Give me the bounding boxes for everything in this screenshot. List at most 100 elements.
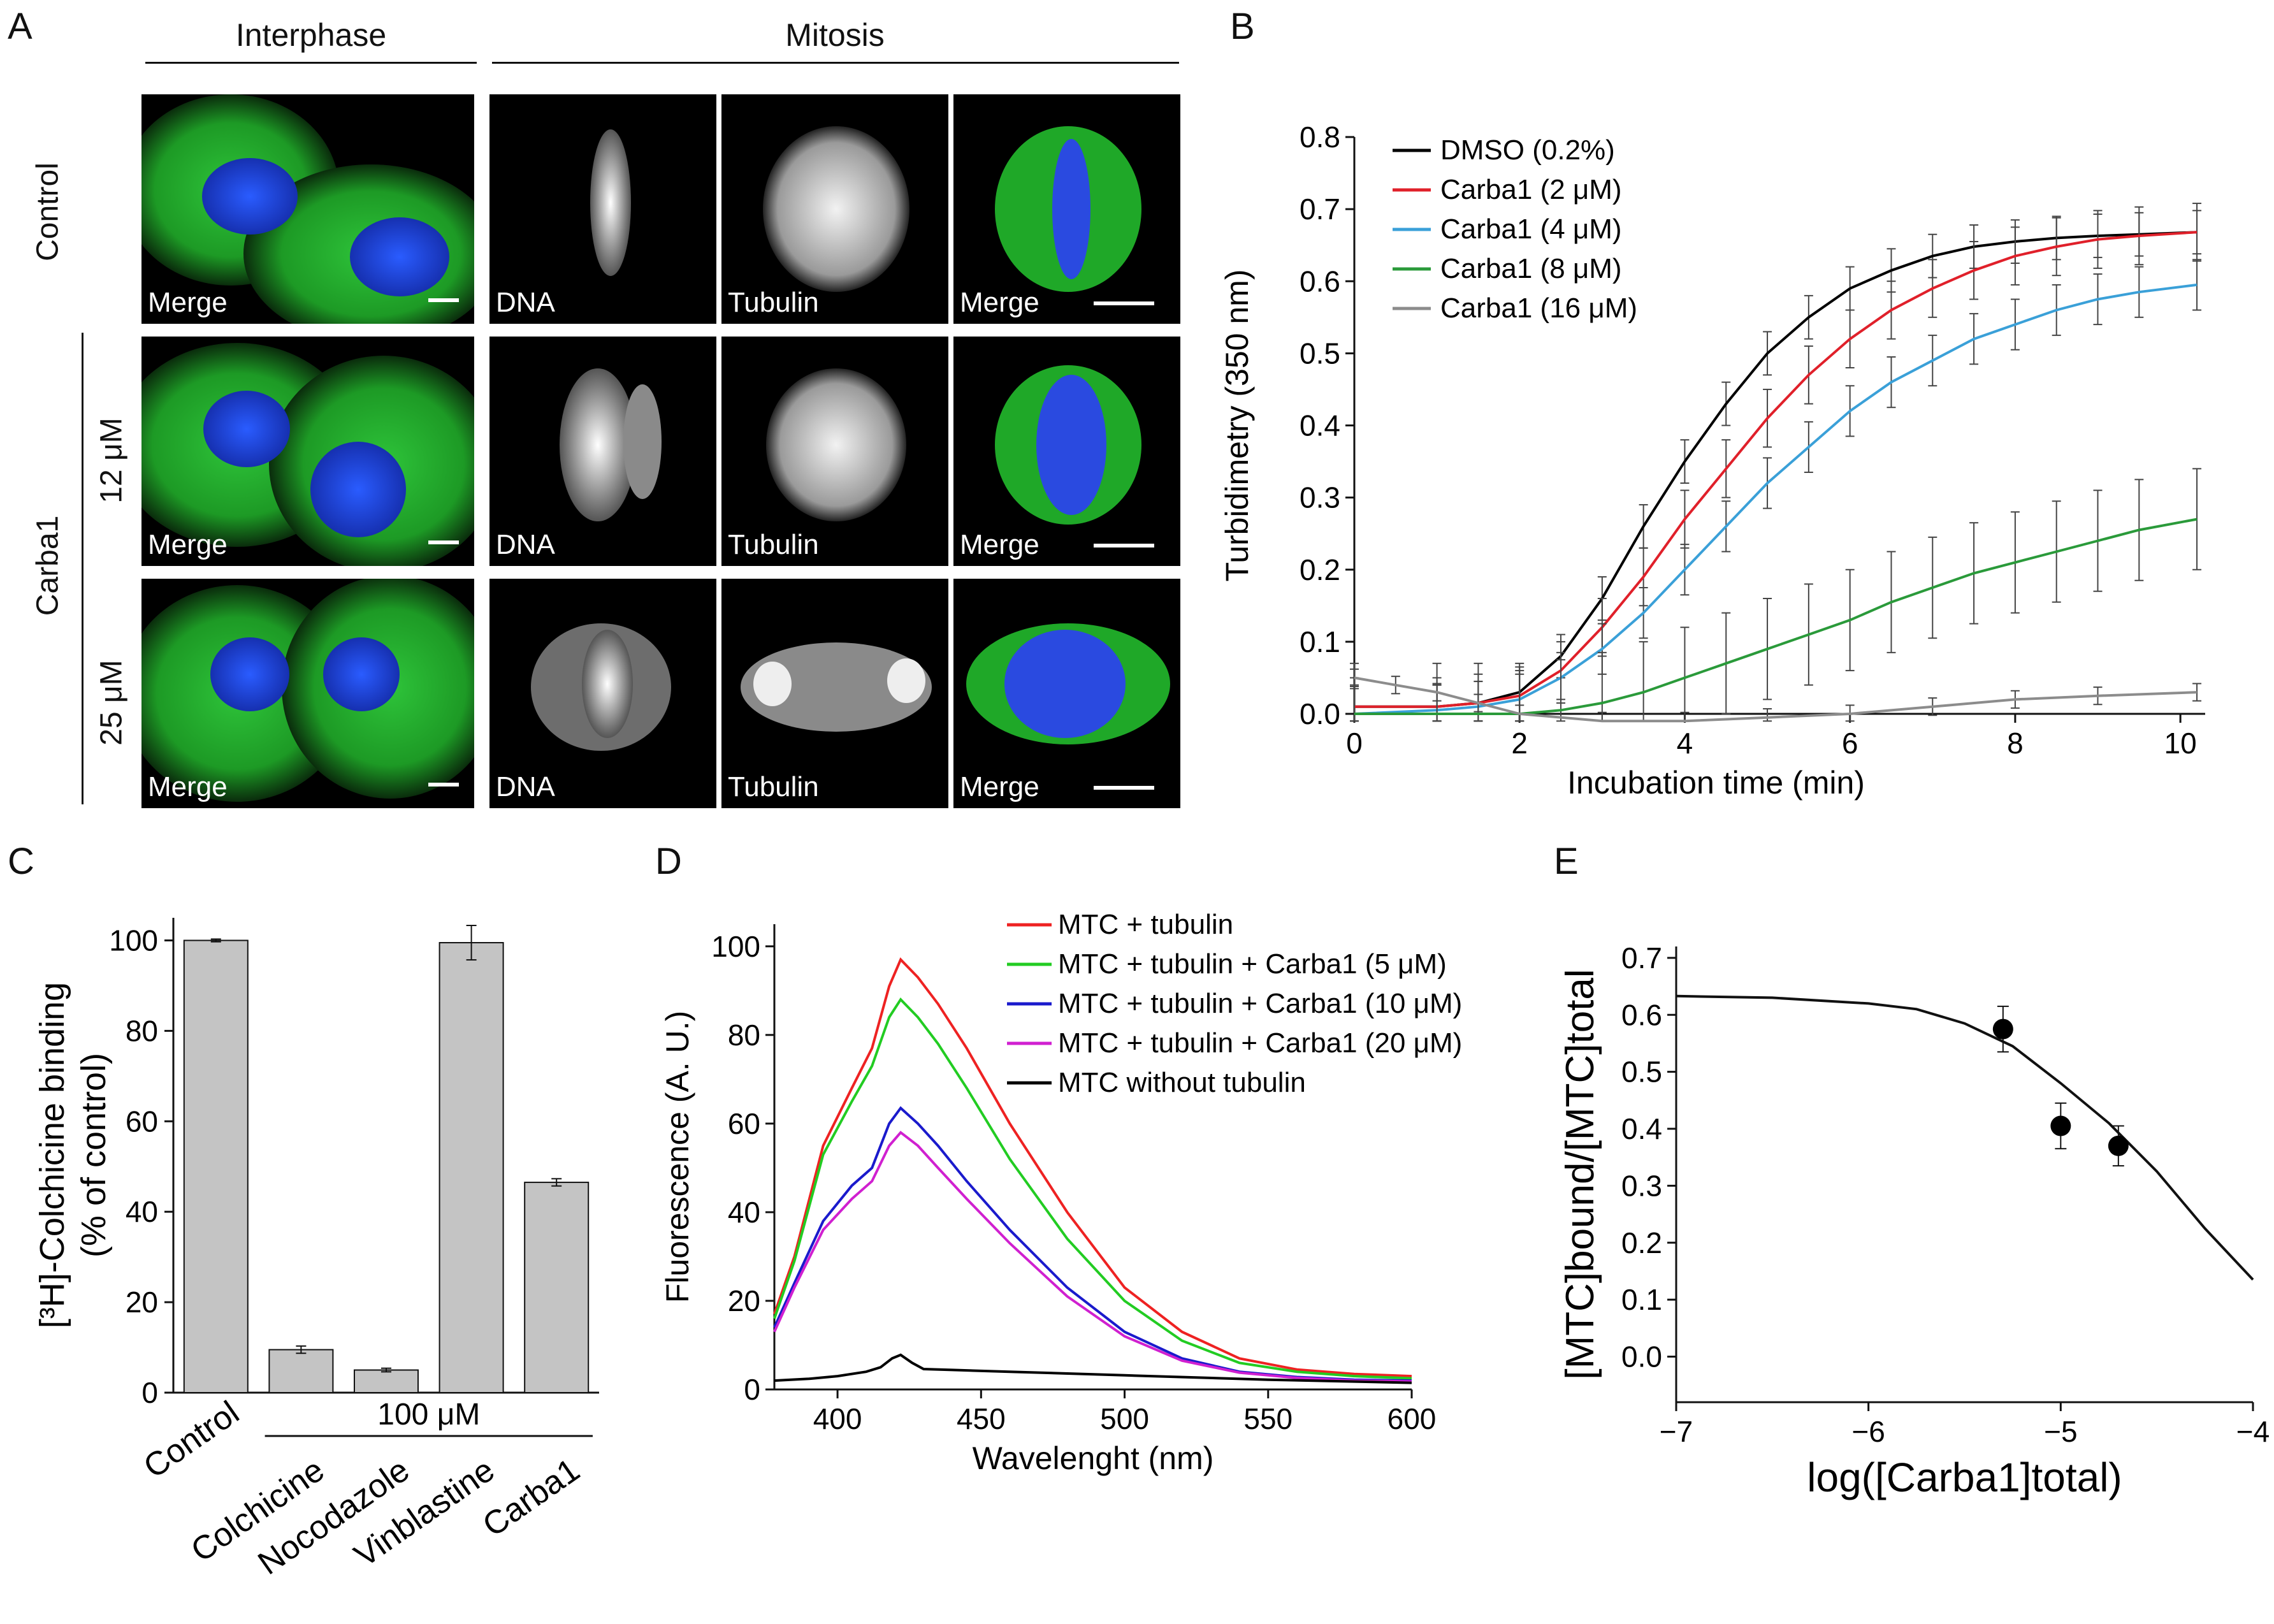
series-line-3 xyxy=(773,1131,1412,1383)
y-tick-label: 0.0 xyxy=(1300,697,1340,730)
y-tick-label: 80 xyxy=(728,1019,760,1052)
scale-bar xyxy=(428,540,459,544)
y-tick-label: 0.7 xyxy=(1621,941,1662,975)
interphase-rule xyxy=(145,62,477,64)
series-line-4 xyxy=(774,1353,1412,1384)
y-axis-label-line2: (% of control) xyxy=(75,1053,113,1258)
micro-control-tubulin: Tubulin xyxy=(721,94,948,324)
micro-image xyxy=(995,126,1141,292)
y-tick-label: 0.1 xyxy=(1621,1283,1662,1316)
micro-control-interphase: Merge xyxy=(141,94,474,324)
micro-25um-tubulin: Tubulin xyxy=(721,579,948,808)
micro-control-merge: Merge xyxy=(953,94,1180,324)
dna-label: DNA xyxy=(496,287,555,318)
dna-label: DNA xyxy=(496,771,555,802)
carba1-group-bracket xyxy=(82,333,83,804)
legend-label: Carba1 (2 μM) xyxy=(1440,174,1622,205)
y-tick-label: 20 xyxy=(728,1284,760,1317)
y-tick-label: 0.6 xyxy=(1300,265,1340,298)
x-tick-label: −7 xyxy=(1660,1415,1693,1448)
x-tick-label: 550 xyxy=(1243,1402,1293,1435)
series-line-1 xyxy=(773,997,1412,1380)
carba1-group-label: Carba1 xyxy=(31,515,65,616)
y-tick-label: 60 xyxy=(126,1105,158,1138)
x-tick-label: 400 xyxy=(813,1402,862,1435)
micro-25um-interphase: Merge xyxy=(141,579,474,808)
row-label-12um: 12 μM xyxy=(94,417,129,504)
panel-c-letter: C xyxy=(8,841,34,882)
data-point xyxy=(2050,1115,2071,1136)
micro-image xyxy=(141,94,474,324)
x-axis-label: Incubation time (min) xyxy=(1567,765,1865,801)
micro-image xyxy=(741,642,932,732)
y-tick-label: 20 xyxy=(126,1286,158,1319)
y-tick-label: 0.1 xyxy=(1300,625,1340,658)
bar-carba1 xyxy=(524,1182,590,1393)
interphase-title: Interphase xyxy=(235,17,387,53)
y-axis-label: [MTC]bound/[MTC]total xyxy=(1558,969,1602,1379)
micro-image xyxy=(966,623,1170,744)
y-axis-label: Fluorescence (A. U.) xyxy=(660,1011,695,1303)
y-tick-label: 0.7 xyxy=(1300,192,1340,226)
bar-control xyxy=(183,939,249,1393)
legend-label: MTC + tubulin + Carba1 (10 μM) xyxy=(1058,988,1462,1019)
row-label-25um: 25 μM xyxy=(94,660,129,746)
bar-nocodazole xyxy=(354,1369,419,1393)
micro-image xyxy=(766,368,906,521)
x-tick-label: −4 xyxy=(2236,1415,2270,1448)
bar-vinblastine xyxy=(438,942,504,1394)
y-tick-label: 0 xyxy=(141,1376,158,1409)
y-tick-label: 0.5 xyxy=(1300,337,1340,370)
scale-bar xyxy=(428,783,459,787)
x-axis-label: log([Carba1]total) xyxy=(1807,1454,2122,1500)
data-point xyxy=(2108,1135,2129,1156)
legend-label: DMSO (0.2%) xyxy=(1440,134,1615,166)
micro-12um-merge: Merge xyxy=(953,337,1180,566)
x-tick-label: 8 xyxy=(2007,727,2024,760)
x-tick-label: 10 xyxy=(2164,727,2197,760)
micro-image xyxy=(141,579,474,802)
x-axis-label: Wavelenght (nm) xyxy=(973,1440,1214,1476)
chart-b: 0.0 0.1 0.2 0.3 0.4 0.5 0.6 0.7 0.8 0 2 4 6 8 10 Incuba… xyxy=(1219,120,2205,801)
tubulin-label: Tubulin xyxy=(728,529,819,560)
x-tick-label: 2 xyxy=(1511,727,1528,760)
micro-25um-dna: DNA xyxy=(489,579,716,808)
y-tick-label: 0.8 xyxy=(1300,120,1340,154)
y-tick-label: 100 xyxy=(109,924,158,957)
micro-image xyxy=(560,368,662,521)
micro-control-dna: DNA xyxy=(489,94,716,324)
legend-label: Carba1 (4 μM) xyxy=(1440,214,1622,245)
series-line-4 xyxy=(1354,676,2198,723)
scale-bar xyxy=(1094,301,1154,305)
mitosis-rule xyxy=(492,62,1179,64)
y-tick-label: 0.0 xyxy=(1621,1340,1662,1374)
series-line-1 xyxy=(1354,231,2198,708)
tubulin-label: Tubulin xyxy=(728,771,819,802)
legend-label: Carba1 (8 μM) xyxy=(1440,253,1622,284)
data-point xyxy=(1992,1019,2013,1040)
y-tick-label: 100 xyxy=(711,930,760,963)
row-label-control: Control xyxy=(31,163,65,261)
scale-bar xyxy=(428,298,459,302)
x-category-label: Carba1 xyxy=(476,1451,586,1544)
y-tick-label: 0 xyxy=(744,1373,760,1406)
x-tick-label: −5 xyxy=(2044,1415,2077,1448)
x-tick-label: −6 xyxy=(1851,1415,1885,1448)
chart-e: 0.0 0.1 0.2 0.3 0.4 0.5 0.6 0.7 −7 −6 −5 −4 log([Car… xyxy=(1558,941,2270,1500)
chart-d: 0 20 40 60 80 100 400 450 500 550 600 Wavelenght (n… xyxy=(660,909,1462,1476)
legend-label: MTC + tubulin + Carba1 (5 μM) xyxy=(1058,948,1447,980)
legend-label: MTC + tubulin + Carba1 (20 μM) xyxy=(1058,1027,1462,1059)
panel-d-letter: D xyxy=(655,841,682,882)
merge-label: Merge xyxy=(148,287,228,318)
y-tick-label: 0.4 xyxy=(1300,409,1340,442)
legend-label: MTC without tubulin xyxy=(1058,1067,1306,1098)
x-tick-label: 500 xyxy=(1100,1402,1149,1435)
dna-label: DNA xyxy=(496,529,555,560)
bar-colchicine xyxy=(268,1349,334,1393)
x-tick-label: 0 xyxy=(1346,727,1363,760)
y-tick-label: 0.3 xyxy=(1621,1169,1662,1202)
x-tick-label: 6 xyxy=(1842,727,1858,760)
series-line-0 xyxy=(1354,231,2198,708)
micro-image xyxy=(531,623,671,751)
